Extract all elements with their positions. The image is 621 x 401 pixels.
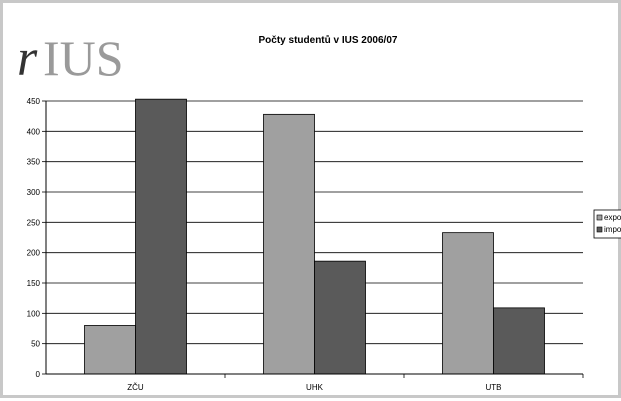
x-axis-ticks: ZČU UHK UTB [127,374,584,392]
x-tick-label: ZČU [127,383,144,392]
y-tick-label: 100 [27,309,41,318]
y-tick-label: 150 [27,279,41,288]
y-tick-label: 0 [36,370,41,379]
y-axis-ticks: 0 50 100 150 200 250 300 350 400 450 [27,97,46,379]
y-tick-label: 400 [27,127,41,136]
legend-box [593,209,621,239]
y-tick-label: 250 [27,218,41,227]
legend-swatch-import [596,226,603,233]
bar-import-UHK [314,260,366,375]
axes [45,101,583,375]
logo-ius: IUS [43,30,124,86]
y-tick-label: 50 [31,340,40,349]
bars [84,98,545,375]
chart: r IUS Počty studentů v IUS 2006/07 0 50 10… [17,30,621,392]
y-tick-label: 350 [27,158,41,167]
bar-import-ZČU [135,98,187,375]
y-tick-label: 200 [27,249,41,258]
x-tick-label: UTB [486,383,502,392]
bar-export-UHK [263,113,315,375]
bar-import-UTB [493,307,545,375]
chart-title: Počty studentů v IUS 2006/07 [259,34,398,46]
ius-logo: r IUS [17,30,124,87]
legend-label-export: export [604,213,621,222]
y-tick-label: 450 [27,97,41,106]
bar-export-UTB [442,232,494,375]
legend-swatch-export [596,214,603,221]
legend-label-import: import [604,225,621,234]
y-tick-label: 300 [27,188,41,197]
bar-export-ZČU [84,325,136,375]
logo-r: r [17,30,38,87]
x-tick-label: UHK [306,383,324,392]
legend: export import [593,209,621,239]
